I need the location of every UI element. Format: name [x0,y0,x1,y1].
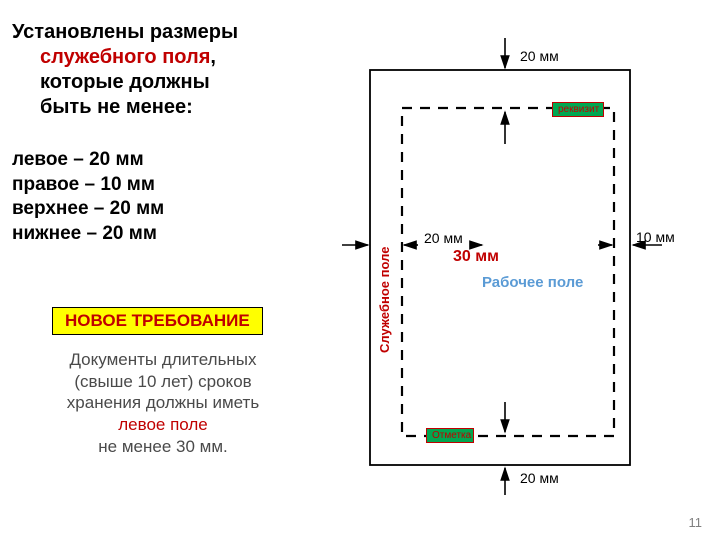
diagram-svg [340,30,690,500]
margins-list: левое – 20 мм правое – 10 мм верхнее – 2… [12,148,312,247]
req-line3: хранения должны иметь [28,392,298,414]
req-line1: Документы длительных [28,349,298,371]
heading-red: служебного поля [40,46,210,68]
label-top-margin: 20 мм [520,48,559,64]
heading: Установлены размеры служебного поля, кот… [12,20,312,120]
margin-bottom: нижнее – 20 мм [12,222,312,247]
req-line5: не менее 30 мм. [28,436,298,458]
new-requirement-badge: НОВОЕ ТРЕБОВАНИЕ [52,307,263,335]
margin-top: верхнее – 20 мм [12,197,312,222]
label-service-field: Служебное поле [377,247,392,353]
heading-line1: Установлены размеры [12,21,238,43]
label-bottom-margin: 20 мм [520,470,559,486]
margin-right: правое – 10 мм [12,173,312,198]
badge-rekvizit: реквизит [552,102,604,117]
margin-left: левое – 20 мм [12,148,312,173]
label-30mm: 30 мм [453,248,499,266]
heading-line2-tail: , [210,46,216,68]
badge-otmetka: Отметка [426,428,474,443]
page-number: 11 [689,515,703,530]
label-right-margin: 10 мм [636,229,675,245]
heading-line3: которые должны [12,70,312,95]
heading-line4: быть не менее: [12,95,312,120]
margin-diagram: 20 мм 20 мм 10 мм 20 мм 30 мм Рабочее по… [340,30,690,500]
requirement-text: Документы длительных (свыше 10 лет) срок… [28,349,298,458]
label-working-field: Рабочее поле [482,274,583,291]
req-line2: (свыше 10 лет) сроков [28,371,298,393]
req-line4-red: левое поле [28,414,298,436]
label-left-inner: 20 мм [424,230,463,246]
